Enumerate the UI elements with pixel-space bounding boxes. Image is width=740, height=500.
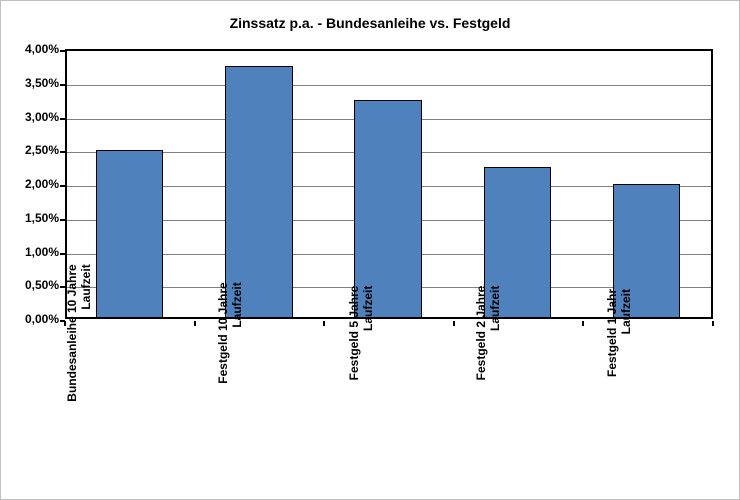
bar-slot	[194, 51, 323, 319]
x-axis-tick-label: Festgeld 1 JahrLaufzeit	[605, 289, 633, 377]
x-axis-tick-label: Bundesanleihe 10 JahreLaufzeit	[65, 264, 93, 401]
y-axis-tick-label: 0,50%	[25, 278, 59, 292]
y-tick	[60, 84, 65, 86]
y-axis-tick-label: 1,00%	[25, 245, 59, 259]
y-axis-tick-label: 0,00%	[25, 312, 59, 326]
y-tick	[60, 219, 65, 221]
y-axis-labels: 0,00%0,50%1,00%1,50%2,00%2,50%3,00%3,50%…	[1, 49, 65, 319]
x-axis-tick-label: Festgeld 10 JahreLaufzeit	[216, 282, 244, 383]
x-label-slot: Bundesanleihe 10 JahreLaufzeit	[65, 325, 202, 353]
bar	[96, 150, 163, 319]
bar	[225, 66, 292, 319]
chart-container: Zinssatz p.a. - Bundesanleihe vs. Festge…	[0, 0, 740, 500]
x-axis-labels: Bundesanleihe 10 JahreLaufzeitFestgeld 1…	[65, 325, 713, 353]
y-tick	[60, 253, 65, 255]
bar-slot	[582, 51, 711, 319]
bars-group	[65, 51, 711, 319]
y-axis-tick-label: 2,50%	[25, 143, 59, 157]
bar-slot	[453, 51, 582, 319]
y-axis-tick-label: 4,00%	[25, 42, 59, 56]
x-label-slot: Festgeld 2 JahreLaufzeit	[458, 325, 586, 353]
y-axis-tick-label: 3,00%	[25, 110, 59, 124]
y-tick	[60, 118, 65, 120]
y-tick	[60, 50, 65, 52]
y-tick	[60, 185, 65, 187]
x-label-slot: Festgeld 10 JahreLaufzeit	[202, 325, 330, 353]
x-axis-tick-label: Festgeld 2 JahreLaufzeit	[474, 286, 502, 381]
y-axis-tick-label: 1,50%	[25, 211, 59, 225]
y-axis-tick-label: 3,50%	[25, 76, 59, 90]
x-label-slot: Festgeld 1 JahrLaufzeit	[585, 325, 713, 353]
bar-slot	[323, 51, 452, 319]
x-label-slot: Festgeld 5 JahreLaufzeit	[330, 325, 458, 353]
x-axis-tick-label: Festgeld 5 JahreLaufzeit	[347, 286, 375, 381]
y-axis-tick-label: 2,00%	[25, 177, 59, 191]
y-tick	[60, 151, 65, 153]
chart-title: Zinssatz p.a. - Bundesanleihe vs. Festge…	[1, 1, 739, 31]
plot-region	[65, 49, 713, 319]
